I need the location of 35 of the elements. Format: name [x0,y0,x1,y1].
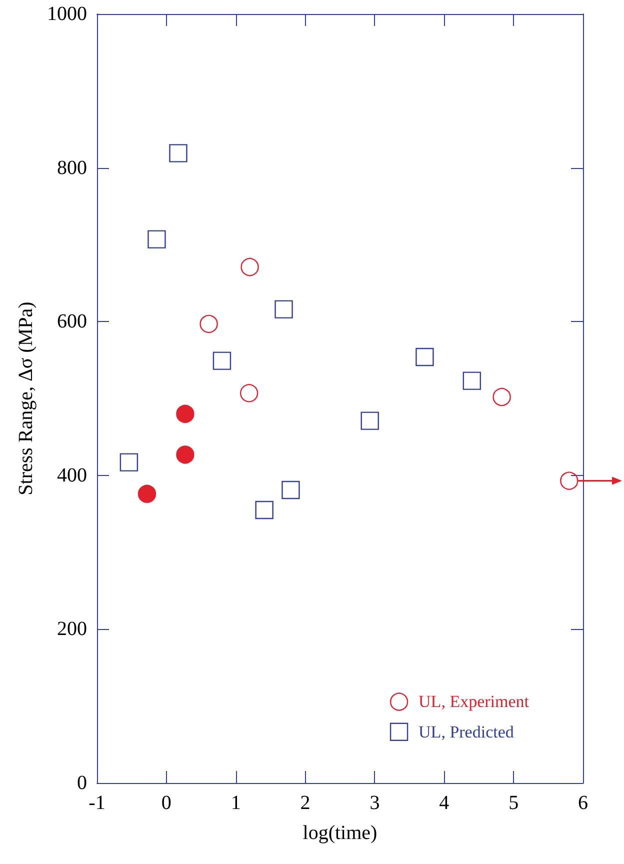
point [200,314,218,333]
x-tick-label: 6 [578,792,588,814]
point [212,352,232,370]
point [282,480,300,500]
y-tick-label: 200 [57,618,87,640]
point [360,412,379,430]
point [169,144,188,162]
x-tick-label: -1 [88,792,106,814]
x-tick-label: 2 [300,792,310,814]
point [462,372,482,390]
point [240,258,259,276]
point [148,230,166,248]
y-tick-label: 600 [57,310,87,333]
point [120,453,138,472]
x-tick-label: 5 [508,792,519,814]
x-axis-title: log(time) [302,822,378,844]
y-axis-title: Stress Range, Δσ (MPa) [15,302,38,496]
point [176,446,194,464]
y-tick-label: 800 [57,156,87,179]
y-tick-label: 400 [57,464,87,486]
legend-label: UL, Experiment [418,692,530,712]
legend-label: UL, Predicted [418,722,514,742]
point [240,384,258,402]
point [274,300,293,318]
point [492,388,511,406]
y-tick-label: 0 [77,772,87,794]
point [416,348,434,366]
x-tick-label: 4 [439,792,450,814]
x-tick-label: 3 [370,792,380,814]
x-tick-label: 0 [161,792,172,814]
point [255,500,274,520]
point [176,404,194,423]
x-tick-label: 1 [230,792,241,814]
y-tick-label: 1000 [47,3,87,25]
point [138,484,156,503]
